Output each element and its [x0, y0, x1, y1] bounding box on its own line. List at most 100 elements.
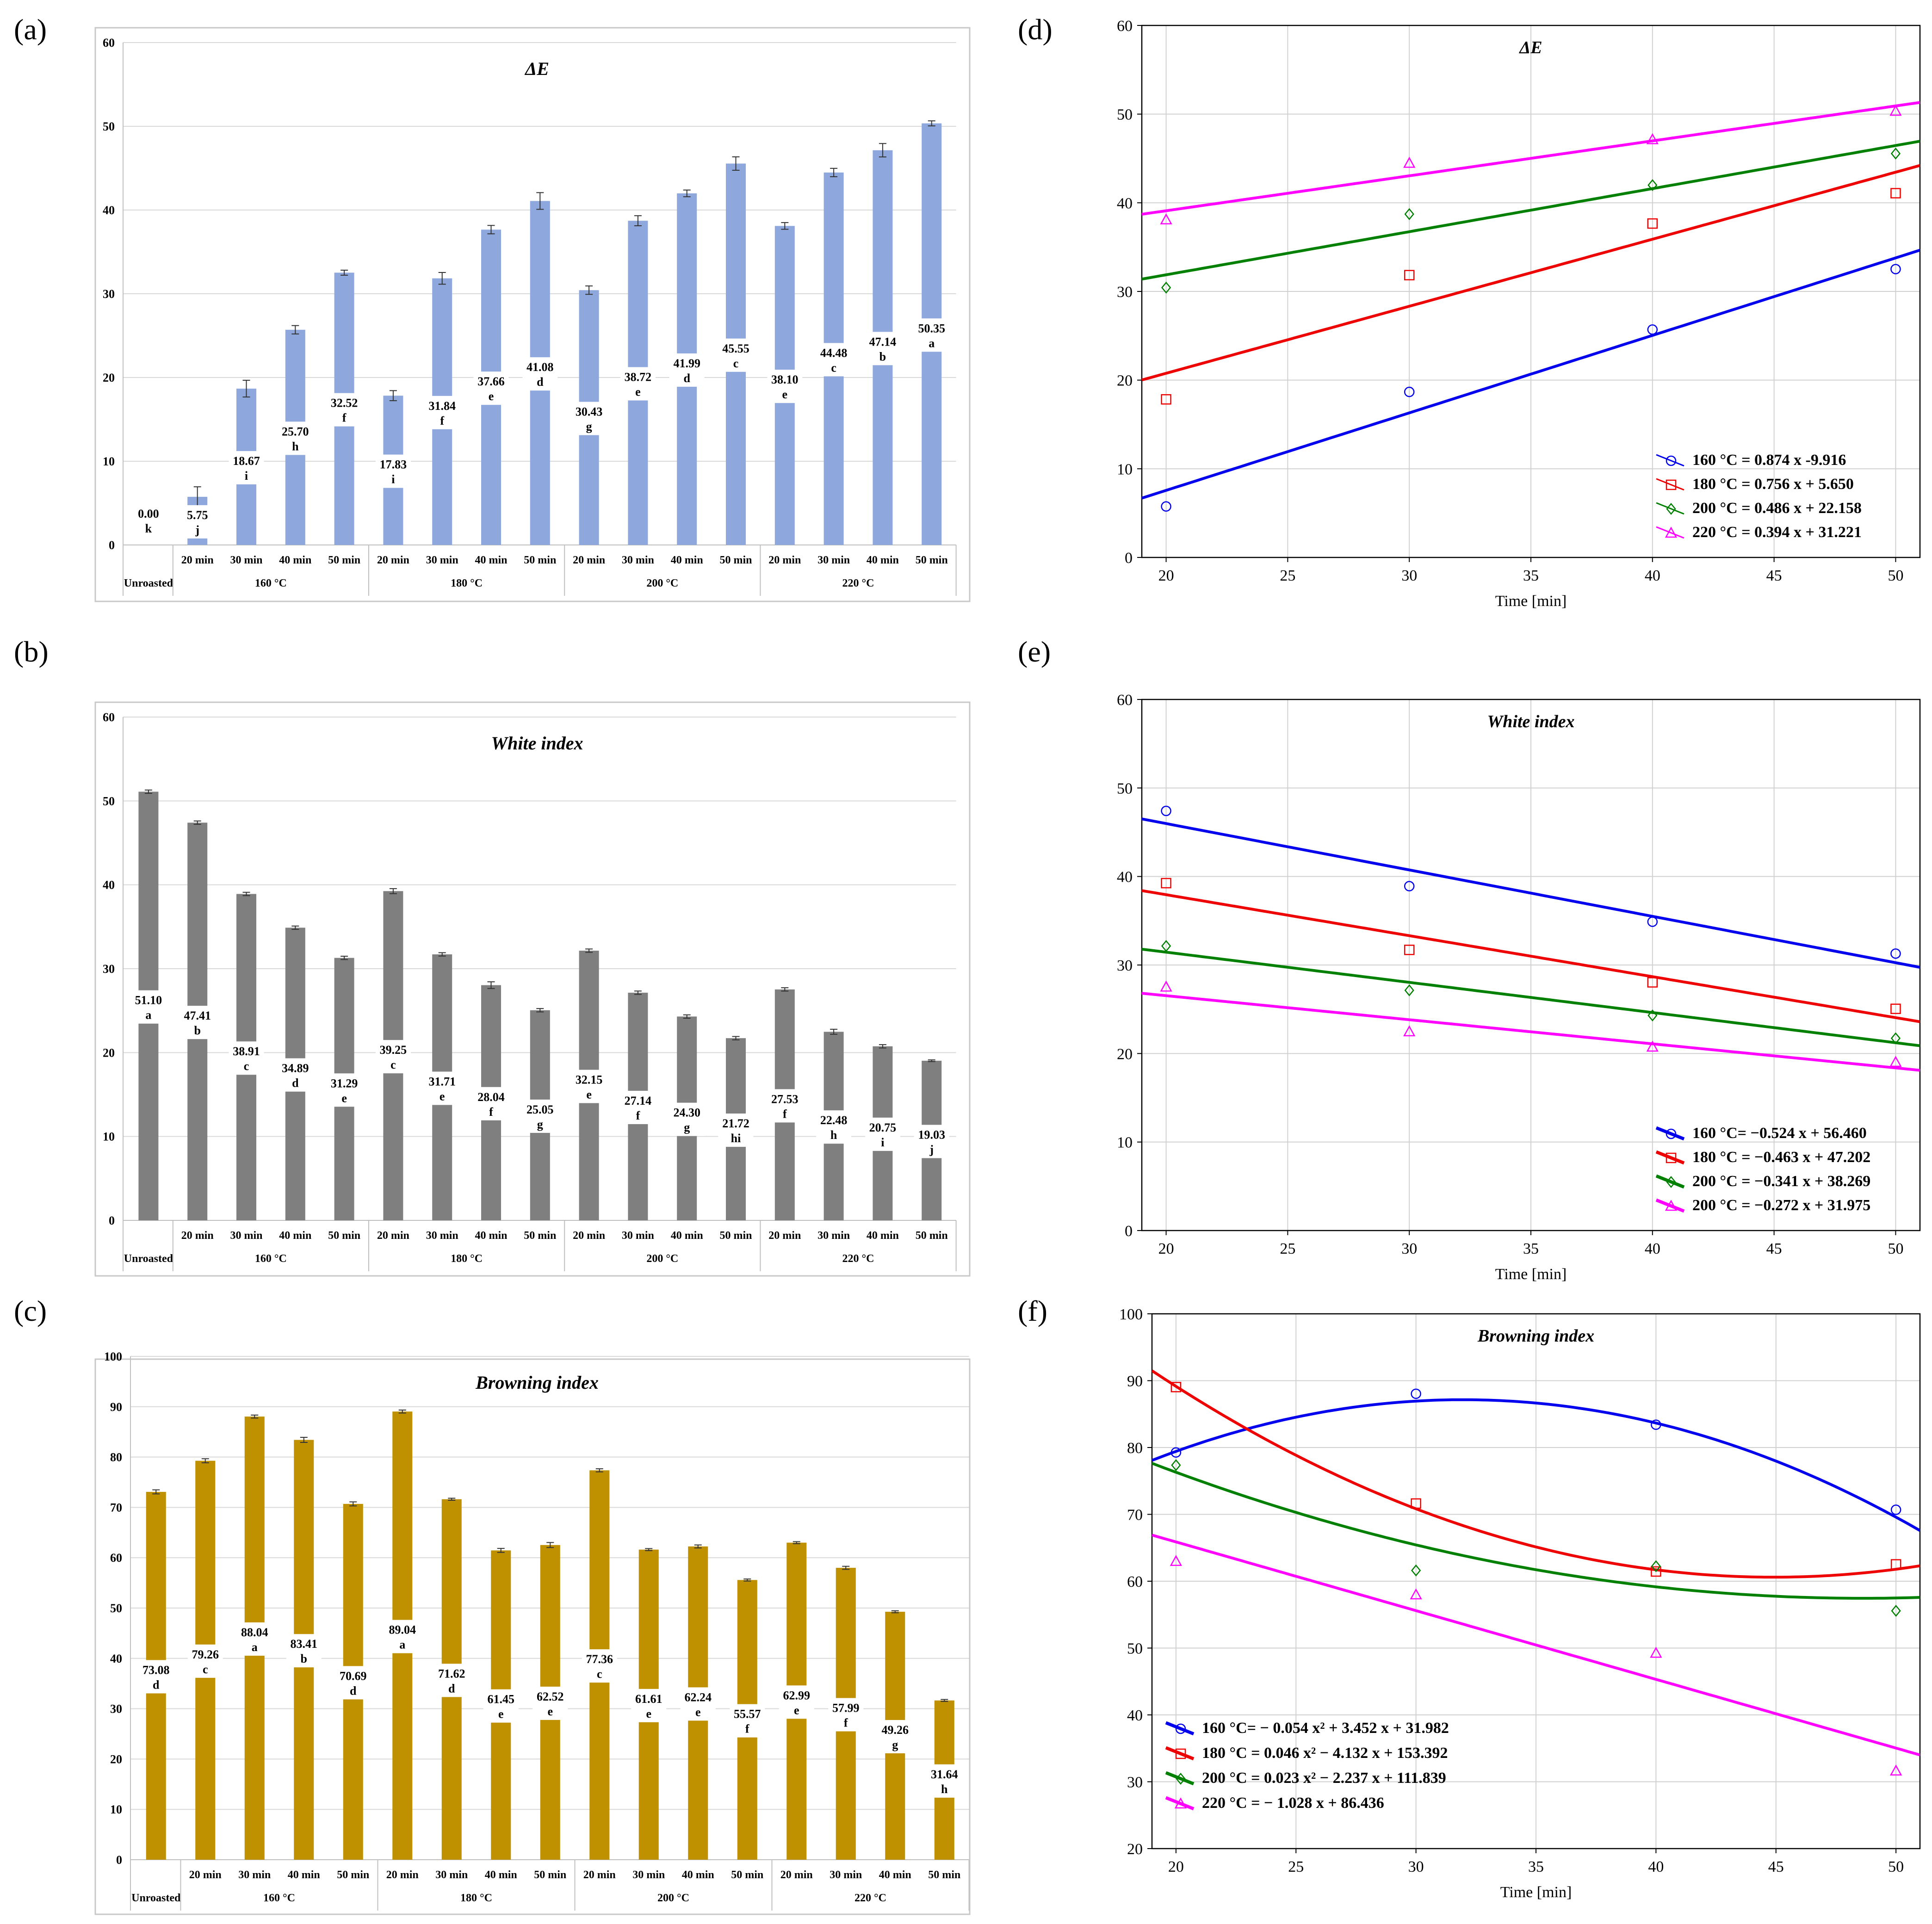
significance-letter: f: [783, 1107, 787, 1120]
y-tick-label: 10: [1117, 461, 1133, 478]
data-label: 41.08: [526, 360, 554, 374]
significance-letter: c: [390, 1058, 396, 1071]
data-label: 45.55: [722, 342, 749, 355]
y-tick-label: 60: [110, 1551, 122, 1565]
data-point: [1403, 1025, 1416, 1037]
significance-letter: c: [733, 357, 739, 370]
data-label: 62.99: [783, 1689, 811, 1702]
data-point: [1666, 503, 1676, 515]
data-label: 31.29: [331, 1076, 358, 1090]
x-group-label: Unroasted: [124, 1253, 173, 1265]
y-tick-label: 30: [1127, 1774, 1143, 1791]
legend-entry: 180 °C = −0.463 x + 47.202: [1692, 1149, 1870, 1166]
legend-line: [1655, 1150, 1685, 1165]
plot-frame: [1141, 699, 1921, 1231]
x-tick-label: 40 min: [475, 1230, 507, 1242]
significance-letter: e: [547, 1705, 553, 1718]
data-point: [1410, 1588, 1422, 1600]
data-label-bg: [286, 1634, 322, 1668]
y-tick-label: 30: [103, 287, 115, 301]
data-label-bg: [522, 1099, 558, 1133]
x-tick-label: 30 min: [830, 1869, 862, 1881]
data-label-bg: [620, 367, 656, 401]
legend-line: [1165, 1721, 1195, 1736]
data-point: [1890, 1032, 1901, 1045]
x-tick-label: 30: [1401, 567, 1417, 584]
legend-entry: 200 °C = 0.486 x + 22.158: [1692, 500, 1862, 517]
data-label-bg: [730, 1704, 765, 1738]
x-tick-label: 45: [1768, 1858, 1784, 1875]
significance-letter: e: [782, 388, 788, 401]
data-label: 62.24: [685, 1690, 712, 1704]
x-tick-label: 20 min: [181, 1230, 214, 1242]
data-label-bg: [522, 357, 558, 391]
x-group-label: 160 °C: [255, 577, 287, 589]
data-label-bg: [327, 1073, 362, 1107]
significance-letter: j: [195, 523, 199, 537]
x-tick-label: 40 min: [485, 1869, 517, 1881]
data-label-bg: [375, 454, 411, 488]
data-point: [1161, 394, 1171, 405]
y-tick-label: 90: [110, 1400, 122, 1414]
fit-line-220: [1152, 1534, 1920, 1757]
data-label-bg: [767, 370, 803, 403]
significance-letter: f: [745, 1722, 749, 1736]
data-point: [1650, 1646, 1662, 1658]
data-label-bg: [914, 318, 949, 352]
y-tick-label: 40: [103, 878, 115, 892]
legend-line: [1165, 1796, 1195, 1811]
data-label: 24.30: [673, 1106, 700, 1120]
x-group-label: 200 °C: [646, 1253, 678, 1265]
significance-letter: a: [929, 336, 935, 350]
data-label-bg: [327, 393, 362, 427]
x-axis-label: Time [min]: [1495, 593, 1567, 610]
x-group-label: Unroasted: [131, 1892, 181, 1904]
significance-letter: d: [537, 375, 544, 389]
x-axis-label: Time [min]: [1500, 1884, 1572, 1901]
y-tick-label: 20: [1117, 1046, 1133, 1063]
significance-letter: c: [597, 1667, 602, 1681]
data-point: [1170, 1447, 1182, 1458]
data-label: 18.67: [233, 454, 260, 468]
fit-line-180: [1142, 164, 1920, 382]
y-tick-label: 20: [103, 1046, 115, 1059]
x-group-label: 180 °C: [460, 1892, 492, 1904]
significance-letter: e: [635, 385, 641, 399]
data-label: 30.43: [576, 405, 603, 419]
x-tick-label: 40: [1648, 1858, 1664, 1875]
data-label-bg: [718, 1114, 754, 1147]
data-label: 27.53: [771, 1092, 799, 1106]
line-chart-f: (f) 20 25 30 35 40 45 50 20 30 40 50 60 70 80 90 100 Time…: [1018, 1294, 1921, 1901]
data-label: 55.57: [734, 1707, 761, 1721]
x-group-label: 180 °C: [451, 577, 483, 589]
x-tick-label: 20 min: [181, 554, 214, 566]
x-tick-label: 40 min: [475, 554, 507, 566]
y-tick-label: 50: [1127, 1640, 1143, 1658]
data-point: [1651, 1560, 1661, 1572]
x-tick-label: 20 min: [583, 1869, 616, 1881]
fit-line-160: [1142, 248, 1920, 500]
significance-letter: g: [586, 420, 592, 433]
significance-letter: b: [879, 350, 886, 363]
significance-letter: g: [684, 1121, 690, 1134]
data-point: [1170, 1555, 1182, 1566]
data-label-bg: [138, 1660, 174, 1694]
significance-letter: j: [929, 1143, 934, 1156]
data-label: 31.64: [931, 1768, 958, 1781]
data-label-bg: [620, 1090, 656, 1124]
data-point: [1646, 133, 1659, 144]
bar-chart-c: (c) 0 10 20 30 40 50 60 70 80 90 100 Browning index 7…: [14, 1294, 971, 1915]
fit-line-200: [1142, 140, 1920, 281]
x-tick-label: 20: [1158, 567, 1174, 584]
significance-letter: i: [881, 1136, 884, 1149]
x-tick-label: 20 min: [573, 554, 605, 566]
data-label-bg: [865, 1117, 900, 1151]
significance-letter: d: [153, 1678, 160, 1691]
significance-letter: f: [489, 1105, 493, 1119]
data-point: [1666, 1152, 1677, 1163]
data-label: 25.70: [282, 425, 309, 438]
y-tick-label: 10: [110, 1803, 122, 1816]
x-tick-label: 30 min: [230, 1230, 262, 1242]
data-point: [1890, 264, 1901, 274]
data-point: [1890, 1559, 1901, 1570]
